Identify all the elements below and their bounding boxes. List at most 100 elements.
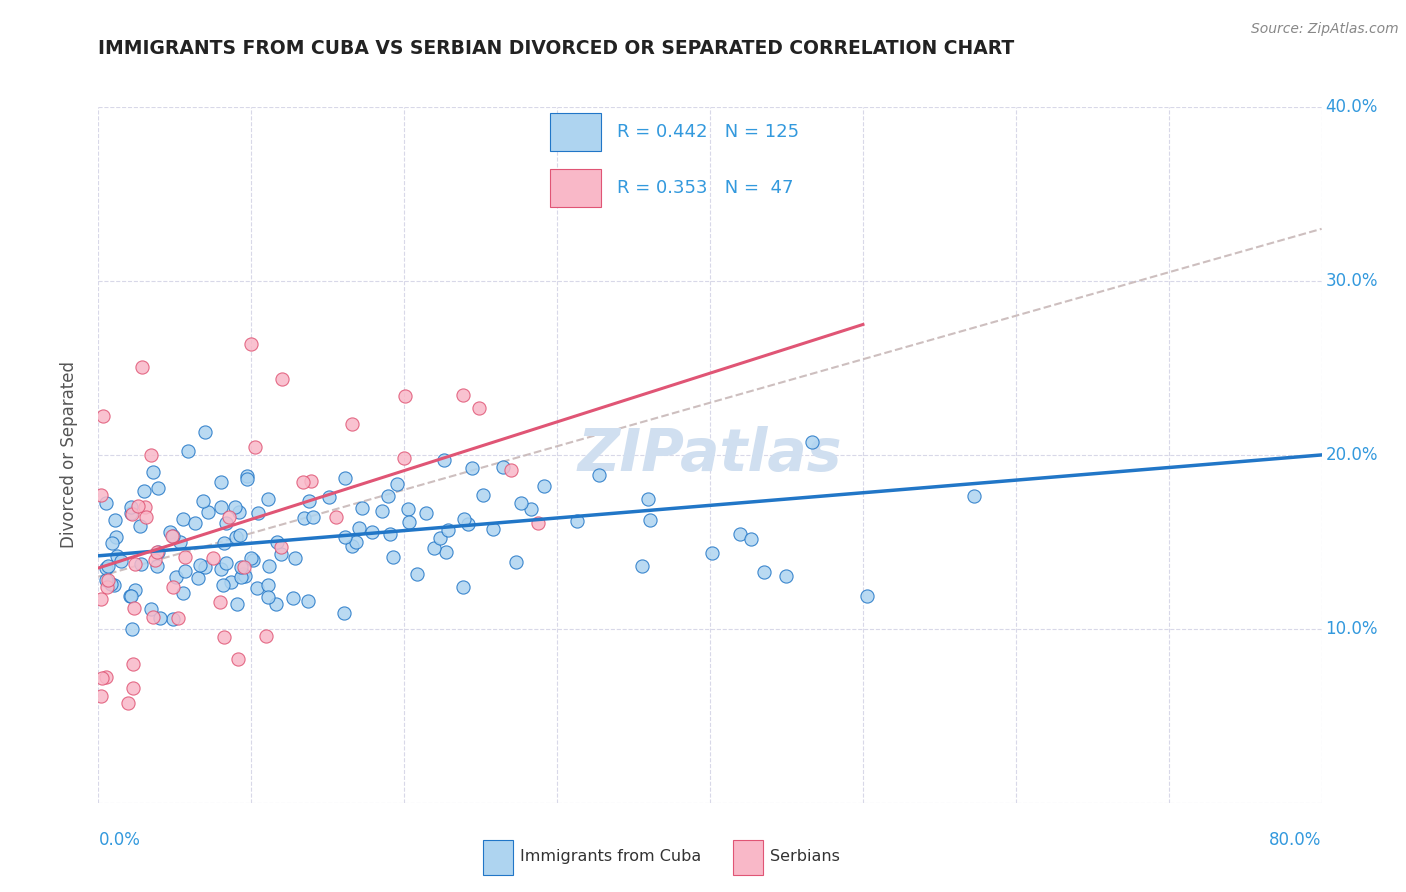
Point — [482, 522, 505, 536]
Point — [335, 530, 357, 544]
Point — [340, 539, 363, 553]
Point — [461, 461, 484, 475]
Point — [333, 607, 356, 621]
Point — [202, 551, 225, 566]
Point — [129, 519, 152, 533]
Point — [94, 573, 117, 587]
Point — [240, 551, 263, 566]
Point — [94, 669, 117, 683]
Point — [209, 500, 232, 515]
Point — [103, 577, 125, 591]
Point — [371, 504, 394, 518]
Point — [299, 474, 322, 488]
Point — [127, 500, 149, 514]
Point — [236, 468, 259, 483]
Text: 80.0%: 80.0% — [1270, 830, 1322, 848]
Point — [302, 509, 325, 524]
Point — [347, 520, 370, 534]
Text: 20.0%: 20.0% — [1326, 446, 1378, 464]
Point — [110, 554, 132, 568]
Point — [963, 489, 986, 503]
Point — [218, 510, 240, 524]
Point — [856, 589, 879, 603]
Point — [215, 556, 238, 570]
Point — [242, 553, 264, 567]
Point — [212, 630, 235, 644]
Point — [134, 500, 156, 515]
Point — [100, 576, 122, 591]
Point — [392, 451, 415, 466]
Text: R = 0.353   N =  47: R = 0.353 N = 47 — [617, 178, 793, 197]
Point — [298, 494, 321, 508]
Text: 0.0%: 0.0% — [98, 830, 141, 848]
Point — [122, 600, 145, 615]
Point — [197, 505, 219, 519]
Point — [159, 524, 181, 539]
Point — [149, 610, 172, 624]
Point — [565, 514, 588, 528]
Point — [385, 476, 408, 491]
Point — [297, 594, 319, 608]
Point — [266, 535, 288, 549]
Point — [270, 547, 292, 561]
Point — [378, 527, 401, 541]
Point — [437, 523, 460, 537]
Point — [172, 586, 194, 600]
Point — [333, 471, 356, 485]
Point — [453, 511, 475, 525]
Point — [100, 535, 122, 549]
Point — [139, 448, 162, 462]
Point — [121, 657, 143, 672]
Point — [191, 494, 214, 508]
Point — [124, 582, 146, 597]
Point — [219, 574, 242, 589]
Point — [167, 611, 190, 625]
Point — [292, 475, 315, 489]
Point — [505, 555, 527, 569]
Point — [174, 550, 197, 565]
Text: IMMIGRANTS FROM CUBA VS SERBIAN DIVORCED OR SEPARATED CORRELATION CHART: IMMIGRANTS FROM CUBA VS SERBIAN DIVORCED… — [98, 39, 1015, 58]
Point — [139, 602, 162, 616]
Point — [184, 516, 207, 531]
Point — [344, 534, 367, 549]
Point — [132, 484, 155, 499]
Point — [264, 597, 287, 611]
Point — [117, 696, 139, 710]
Point — [360, 524, 382, 539]
Point — [173, 564, 195, 578]
Point — [377, 489, 399, 503]
Point — [340, 417, 363, 431]
Point — [254, 630, 277, 644]
Point — [501, 463, 523, 477]
Point — [398, 515, 420, 529]
Point — [775, 568, 797, 582]
Point — [229, 560, 252, 574]
Point — [257, 492, 280, 507]
Point — [271, 371, 294, 385]
Point — [124, 557, 146, 571]
Point — [187, 571, 209, 585]
Point — [233, 569, 256, 583]
Point — [509, 496, 531, 510]
Point — [396, 501, 419, 516]
Point — [246, 506, 269, 520]
Point — [162, 529, 184, 543]
Point — [145, 553, 167, 567]
Point — [520, 501, 543, 516]
Point — [165, 570, 187, 584]
Point — [194, 425, 217, 439]
Point — [229, 528, 252, 542]
Text: ZIPatlas: ZIPatlas — [578, 426, 842, 483]
Point — [177, 444, 200, 458]
Point — [239, 337, 262, 351]
Point — [243, 440, 266, 454]
Point — [527, 516, 550, 530]
Point — [533, 479, 555, 493]
Point — [325, 510, 347, 524]
Point — [120, 589, 142, 603]
Point — [209, 562, 232, 576]
Point — [104, 530, 127, 544]
Point — [225, 530, 247, 544]
Point — [145, 544, 167, 558]
Point — [142, 465, 165, 479]
